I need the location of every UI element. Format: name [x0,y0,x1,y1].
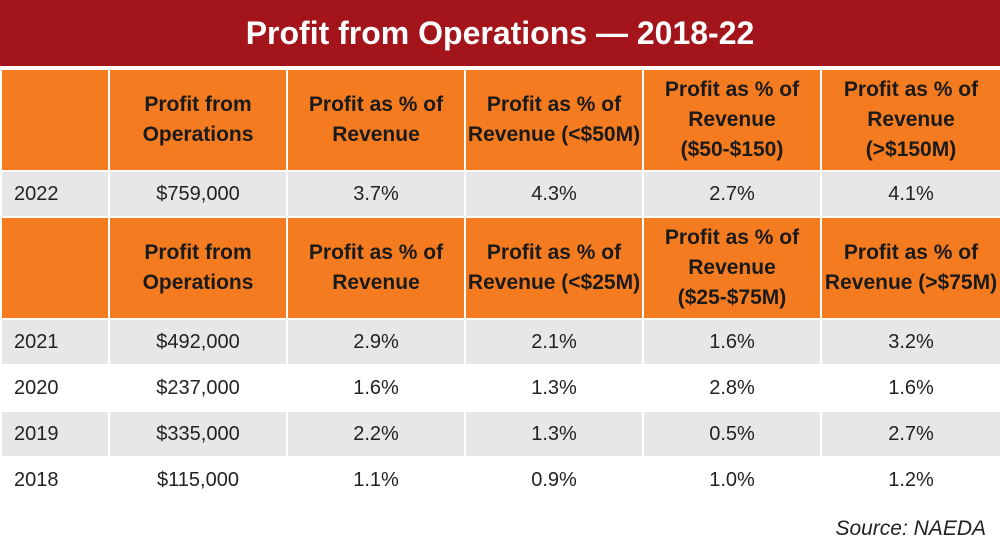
pct-cell: 2.2% [286,410,466,458]
mid-dealer-cell: 2.8% [642,364,822,412]
profit-cell: $115,000 [108,456,288,504]
year-cell: 2018 [0,456,110,504]
header-blank-cell [0,216,110,320]
profit-table: Profit from Operations Profit as % of Re… [0,68,1000,504]
table-row: 2021 $492,000 2.9% 2.1% 1.6% 3.2% [0,318,1000,366]
table-row: 2019 $335,000 2.2% 1.3% 0.5% 2.7% [0,410,1000,458]
small-dealer-cell: 2.1% [464,318,644,366]
header-large-dealer: Profit as % of Revenue (>$75M) [820,216,1000,320]
table-title: Profit from Operations — 2018-22 [0,0,1000,68]
table-row: 2020 $237,000 1.6% 1.3% 2.8% 1.6% [0,364,1000,412]
year-cell: 2020 [0,364,110,412]
pct-cell: 1.6% [286,364,466,412]
profit-cell: $759,000 [108,170,288,218]
year-cell: 2022 [0,170,110,218]
header-profit: Profit from Operations [108,216,288,320]
year-cell: 2021 [0,318,110,366]
profit-cell: $492,000 [108,318,288,366]
small-dealer-cell: 1.3% [464,364,644,412]
mid-dealer-cell: 0.5% [642,410,822,458]
mid-dealer-cell: 1.0% [642,456,822,504]
header-profit: Profit from Operations [108,68,288,172]
profit-cell: $237,000 [108,364,288,412]
header-blank-cell [0,68,110,172]
small-dealer-cell: 1.3% [464,410,644,458]
large-dealer-cell: 4.1% [820,170,1000,218]
large-dealer-cell: 2.7% [820,410,1000,458]
small-dealer-cell: 4.3% [464,170,644,218]
large-dealer-cell: 1.6% [820,364,1000,412]
mid-dealer-cell: 2.7% [642,170,822,218]
profit-cell: $335,000 [108,410,288,458]
header-mid-dealer: Profit as % of Revenue ($25-$75M) [642,216,822,320]
header-row-2018-21: Profit from Operations Profit as % of Re… [0,216,1000,320]
large-dealer-cell: 3.2% [820,318,1000,366]
mid-dealer-cell: 1.6% [642,318,822,366]
header-profit-pct: Profit as % of Revenue [286,216,466,320]
table-row: 2022 $759,000 3.7% 4.3% 2.7% 4.1% [0,170,1000,218]
pct-cell: 1.1% [286,456,466,504]
source-note: Source: NAEDA [835,517,986,540]
header-mid-dealer: Profit as % of Revenue ($50-$150) [642,68,822,172]
year-cell: 2019 [0,410,110,458]
pct-cell: 2.9% [286,318,466,366]
large-dealer-cell: 1.2% [820,456,1000,504]
header-large-dealer: Profit as % of Revenue (>$150M) [820,68,1000,172]
header-row-2022: Profit from Operations Profit as % of Re… [0,68,1000,172]
header-small-dealer: Profit as % of Revenue (<$25M) [464,216,644,320]
header-profit-pct: Profit as % of Revenue [286,68,466,172]
header-small-dealer: Profit as % of Revenue (<$50M) [464,68,644,172]
small-dealer-cell: 0.9% [464,456,644,504]
pct-cell: 3.7% [286,170,466,218]
table-row: 2018 $115,000 1.1% 0.9% 1.0% 1.2% [0,456,1000,504]
